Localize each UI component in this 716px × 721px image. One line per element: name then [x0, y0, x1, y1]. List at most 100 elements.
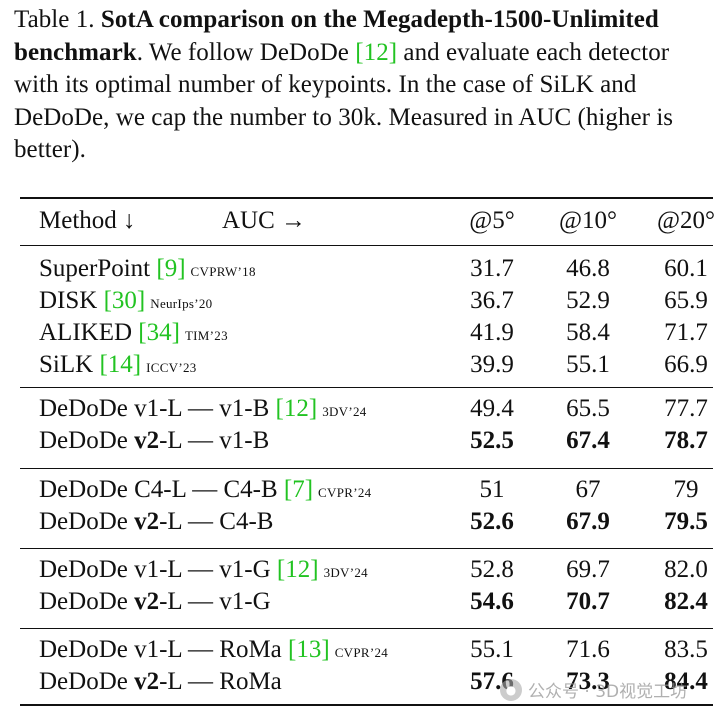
auc-20-cell: 77.7 — [664, 395, 708, 422]
table-row: DeDoDe C4-L — C4-B [7] CVPR’24 51 67 79 — [20, 474, 713, 506]
watermark-text: 公众号 · 3D视觉工坊 — [528, 682, 688, 702]
caption-text-1: . We follow DeDoDe — [136, 38, 356, 66]
auc-20-cell: 79.5 — [664, 508, 708, 535]
method-cell: DeDoDe v2-L — RoMa — [39, 666, 282, 698]
auc-10-cell: 58.4 — [566, 319, 610, 346]
method-name: DeDoDe v1-L — v1-B — [39, 395, 276, 422]
header-method: Method ↓ — [39, 207, 136, 234]
auc-20-cell: 66.9 — [664, 351, 708, 378]
method-cell: DeDoDe v2-L — C4-B — [39, 506, 273, 538]
method-name: DeDoDe — [39, 588, 135, 615]
auc-5-cell: 55.1 — [470, 636, 514, 663]
method-cell: DeDoDe v1-L — RoMa [13] CVPR’24 — [39, 634, 388, 669]
auc-10-cell: 67.9 — [566, 508, 610, 535]
method-name: ALIKED — [39, 319, 139, 346]
auc-20-cell: 60.1 — [664, 255, 708, 282]
group-rule — [20, 387, 713, 388]
citation-link[interactable]: [30] — [103, 287, 146, 314]
header-auc: AUC → — [222, 207, 307, 234]
auc-10-cell: 65.5 — [566, 395, 610, 422]
method-version-bold: v2 — [134, 508, 160, 535]
auc-10-cell: 55.1 — [566, 351, 610, 378]
auc-20-cell: 79 — [673, 476, 699, 503]
venue-label: 3DV’24 — [322, 404, 367, 419]
method-version-bold: v2 — [134, 588, 160, 615]
auc-20-cell: 82.4 — [664, 588, 708, 615]
auc-5-cell: 39.9 — [470, 351, 514, 378]
method-name: DeDoDe — [39, 508, 135, 535]
auc-20-cell: 78.7 — [664, 427, 708, 454]
auc-5-cell: 52.6 — [470, 508, 514, 535]
method-name: DISK — [39, 287, 104, 314]
method-name-suffix: -L — v1-B — [159, 427, 270, 454]
auc-5-cell: 52.8 — [470, 556, 514, 583]
auc-5-cell: 31.7 — [470, 255, 514, 282]
citation-link[interactable]: [9] — [156, 255, 186, 282]
citation-link[interactable]: [34] — [138, 319, 180, 346]
method-name: DeDoDe — [39, 668, 135, 695]
auc-20-cell: 71.7 — [664, 319, 708, 346]
caption-bold-title: SotA comparison on the Megadepth-1500-Un… — [14, 6, 659, 66]
citation-link[interactable]: [12] — [275, 395, 318, 422]
table-row: DeDoDe v2-L — v1-G 54.6 70.7 82.4 — [20, 586, 713, 618]
auc-20-cell: 82.0 — [664, 556, 708, 583]
method-name-suffix: -L — v1-G — [159, 588, 271, 615]
method-cell: DeDoDe v1-L — v1-G [12] 3DV’24 — [39, 554, 368, 589]
citation-link[interactable]: [13] — [288, 636, 330, 663]
method-name: DeDoDe v1-L — RoMa — [39, 636, 289, 663]
method-version-bold: v2 — [134, 668, 160, 695]
header-auc20: @20° — [656, 207, 716, 234]
table-row: DeDoDe v2-L — C4-B 52.6 67.9 79.5 — [20, 506, 713, 538]
header-auc10: @10° — [558, 207, 618, 234]
venue-label: TIM’23 — [184, 328, 228, 343]
method-name: DeDoDe C4-L — C4-B — [39, 476, 284, 503]
method-cell: DeDoDe v2-L — v1-G — [39, 586, 271, 618]
method-cell: SiLK [14] ICCV’23 — [39, 349, 197, 384]
caption-text-2: and evaluate each detector with its opti… — [14, 38, 674, 164]
method-cell: DeDoDe v1-L — v1-B [12] 3DV’24 — [39, 393, 367, 428]
caption-citation-link[interactable]: [12] — [355, 38, 398, 66]
table-row: DeDoDe v1-L — RoMa [13] CVPR’24 55.1 71.6 83… — [20, 634, 713, 666]
bottom-rule — [20, 704, 713, 706]
citation-link[interactable]: [14] — [99, 351, 142, 378]
venue-label: CVPR’24 — [334, 645, 389, 660]
auc-10-cell: 67.4 — [566, 427, 610, 454]
method-version-bold: v2 — [134, 427, 160, 454]
citation-link[interactable]: [7] — [283, 476, 314, 503]
auc-5-cell: 54.6 — [470, 588, 514, 615]
citation-link[interactable]: [12] — [276, 556, 319, 583]
method-name: DeDoDe — [39, 427, 135, 454]
auc-5-cell: 52.5 — [470, 427, 514, 454]
table-row: DeDoDe v2-L — v1-B 52.5 67.4 78.7 — [20, 425, 713, 457]
caption-label: Table 1. — [14, 6, 95, 33]
method-cell: SuperPoint [9] CVPRW’18 — [39, 253, 256, 288]
venue-label: CVPRW’18 — [190, 264, 256, 279]
venue-label: NeurIps’20 — [150, 296, 213, 311]
header-row: Method ↓ AUC → @5° @10° @20° — [20, 205, 716, 237]
auc-5-cell: 41.9 — [470, 319, 514, 346]
watermark: ● 公众号 · 3D视觉工坊 — [500, 677, 687, 702]
auc-20-cell: 84.4 — [664, 668, 708, 695]
auc-10-cell: 52.9 — [566, 287, 610, 314]
header-rule — [20, 245, 713, 246]
method-cell: DeDoDe C4-L — C4-B [7] CVPR’24 — [39, 474, 371, 509]
method-cell: DeDoDe v2-L — v1-B — [39, 425, 269, 457]
auc-10-cell: 67 — [575, 476, 601, 503]
method-name: SuperPoint — [39, 255, 157, 282]
venue-label: 3DV’24 — [323, 565, 368, 580]
method-name-suffix: -L — C4-B — [159, 508, 274, 535]
group-rule — [20, 548, 713, 549]
auc-10-cell: 46.8 — [566, 255, 610, 282]
auc-20-cell: 83.5 — [664, 636, 708, 663]
table-row: SiLK [14] ICCV’23 39.9 55.1 66.9 — [20, 349, 713, 381]
auc-10-cell: 71.6 — [566, 636, 610, 663]
method-cell: DISK [30] NeurIps’20 — [39, 285, 212, 320]
venue-label: ICCV’23 — [146, 360, 197, 375]
method-name: SiLK — [39, 351, 100, 378]
auc-5-cell: 36.7 — [470, 287, 514, 314]
auc-5-cell: 49.4 — [470, 395, 514, 422]
auc-10-cell: 73.3 — [566, 668, 610, 695]
auc-5-cell: 51 — [479, 476, 505, 503]
wechat-icon: ● — [500, 678, 522, 701]
group-rule — [20, 468, 713, 469]
